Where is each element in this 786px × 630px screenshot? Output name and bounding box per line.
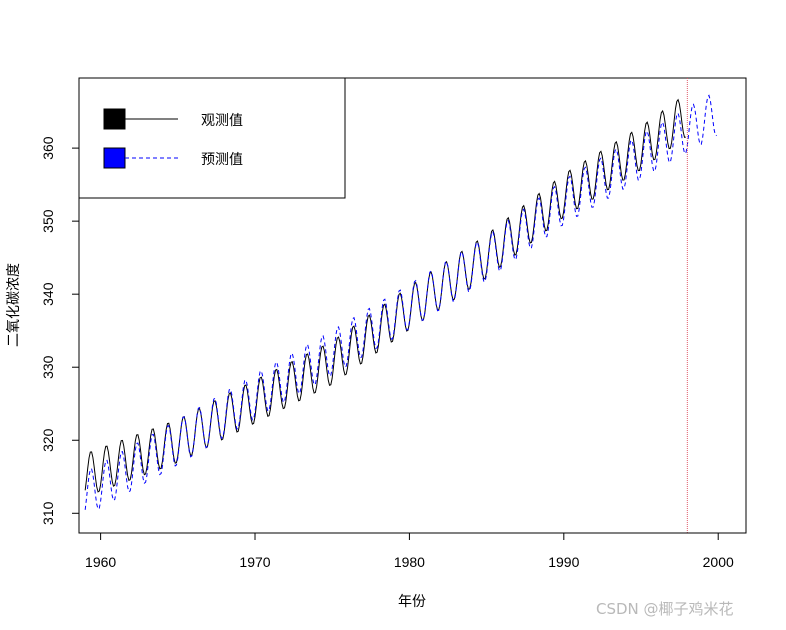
legend-swatch-predicted <box>103 147 126 169</box>
legend-item-observed: 观测值 <box>103 108 243 130</box>
x-tick-label: 1990 <box>548 554 579 570</box>
legend-box <box>78 77 346 199</box>
y-tick-label: 360 <box>40 136 56 160</box>
x-tick-label: 1970 <box>239 554 270 570</box>
x-tick-label: 1980 <box>394 554 425 570</box>
series-line-predicted <box>84 94 717 511</box>
y-axis-title: 二氧化碳浓度 <box>6 263 22 347</box>
axes: 1960 1970 1980 1990 2000 310 320 330 340 350 360 <box>40 136 734 570</box>
legend-label-observed: 观测值 <box>201 113 243 129</box>
legend-swatch-observed <box>103 108 126 130</box>
watermark: CSDN @椰子鸡米花 <box>596 600 734 618</box>
legend-label-predicted: 预测值 <box>201 152 243 168</box>
y-tick-label: 350 <box>40 209 56 233</box>
x-axis-title: 年份 <box>398 594 426 610</box>
y-tick-label: 320 <box>40 428 56 452</box>
plot-area <box>84 78 717 533</box>
legend-item-predicted: 预测值 <box>103 147 243 169</box>
y-tick-label: 340 <box>40 282 56 306</box>
y-tick-label: 310 <box>40 501 56 525</box>
y-tick-label: 330 <box>40 355 56 379</box>
x-tick-label: 2000 <box>703 554 734 570</box>
x-tick-label: 1960 <box>85 554 116 570</box>
legend: 观测值 预测值 <box>78 77 346 199</box>
